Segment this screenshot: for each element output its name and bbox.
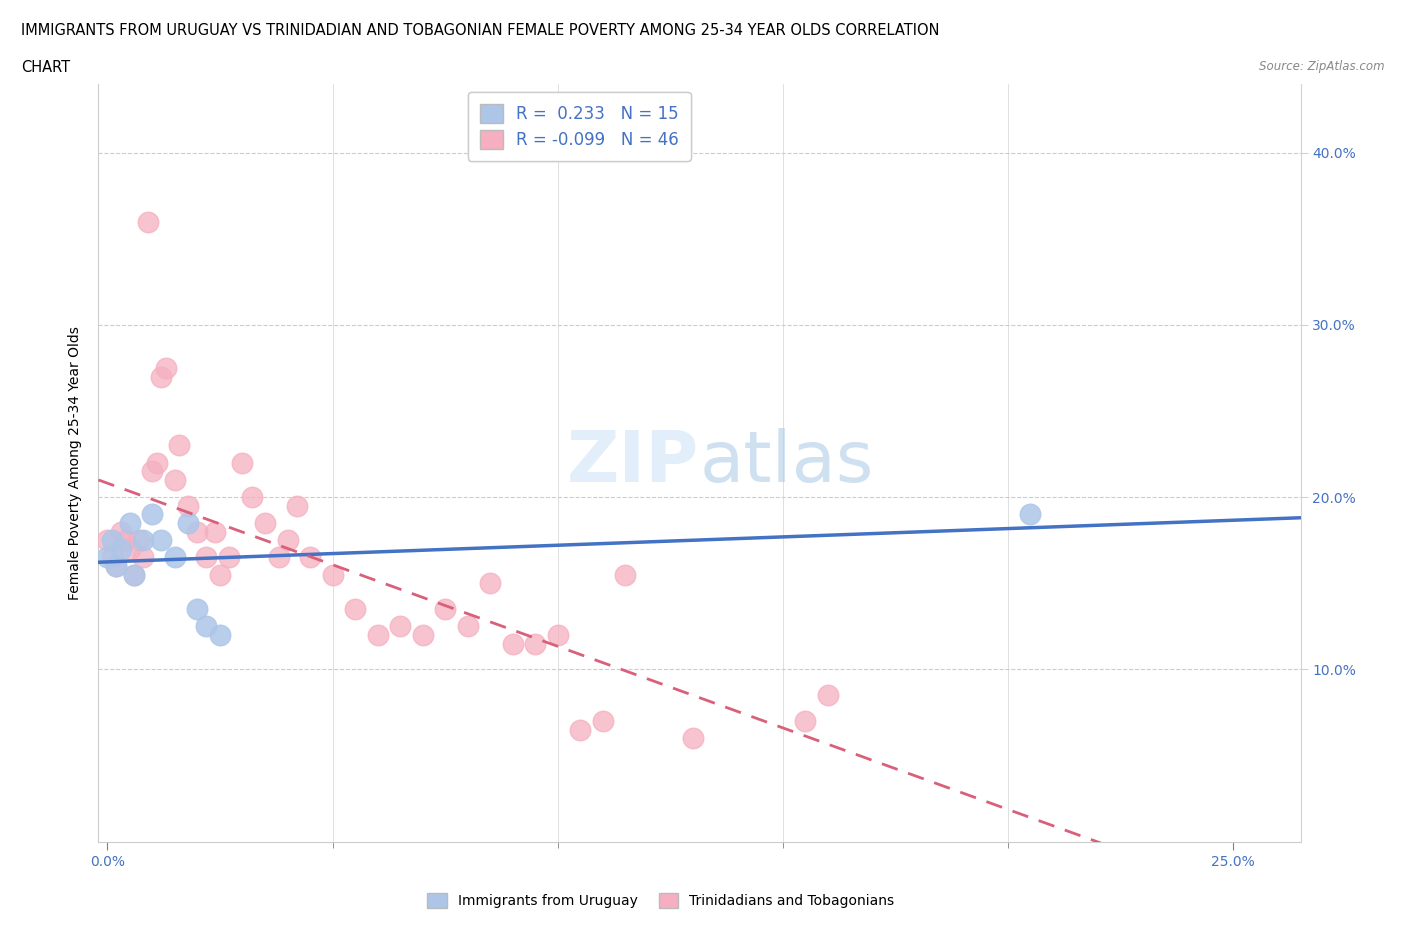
Point <box>592 713 614 728</box>
Point <box>218 550 240 565</box>
Point <box>155 361 177 376</box>
Point <box>817 688 839 703</box>
Point <box>186 602 208 617</box>
Point <box>163 550 186 565</box>
Text: IMMIGRANTS FROM URUGUAY VS TRINIDADIAN AND TOBAGONIAN FEMALE POVERTY AMONG 25-34: IMMIGRANTS FROM URUGUAY VS TRINIDADIAN A… <box>21 23 939 38</box>
Point <box>105 559 128 574</box>
Point <box>124 567 146 582</box>
Point <box>186 525 208 539</box>
Point <box>118 541 141 556</box>
Y-axis label: Female Poverty Among 25-34 Year Olds: Female Poverty Among 25-34 Year Olds <box>69 326 83 600</box>
Point <box>457 618 479 633</box>
Point <box>367 628 389 643</box>
Point <box>128 533 150 548</box>
Point <box>322 567 344 582</box>
Point <box>110 541 132 556</box>
Point <box>1019 507 1042 522</box>
Point <box>114 533 136 548</box>
Point <box>208 567 231 582</box>
Legend: R =  0.233   N = 15, R = -0.099   N = 46: R = 0.233 N = 15, R = -0.099 N = 46 <box>468 92 690 161</box>
Point <box>163 472 186 487</box>
Point <box>177 498 200 513</box>
Point <box>177 515 200 530</box>
Point <box>132 550 155 565</box>
Point <box>502 636 524 651</box>
Point <box>682 731 704 746</box>
Point <box>389 618 412 633</box>
Point <box>169 438 191 453</box>
Point <box>547 628 569 643</box>
Point <box>794 713 817 728</box>
Point <box>208 628 231 643</box>
Point <box>96 550 118 565</box>
Point <box>614 567 637 582</box>
Point <box>150 533 173 548</box>
Text: atlas: atlas <box>700 428 875 498</box>
Point <box>253 515 276 530</box>
Point <box>105 559 128 574</box>
Point <box>101 550 124 565</box>
Point <box>231 456 253 471</box>
Point <box>240 490 263 505</box>
Point <box>434 602 457 617</box>
Point <box>344 602 367 617</box>
Point <box>479 576 502 591</box>
Point <box>118 515 141 530</box>
Point <box>124 567 146 582</box>
Point <box>276 533 298 548</box>
Point <box>150 369 173 384</box>
Point <box>110 525 132 539</box>
Legend: Immigrants from Uruguay, Trinidadians and Tobagonians: Immigrants from Uruguay, Trinidadians an… <box>422 888 900 914</box>
Point <box>141 507 163 522</box>
Point <box>132 533 155 548</box>
Point <box>96 533 118 548</box>
Point <box>146 456 169 471</box>
Point <box>141 464 163 479</box>
Text: ZIP: ZIP <box>567 428 700 498</box>
Point <box>136 214 159 229</box>
Point <box>101 533 124 548</box>
Text: Source: ZipAtlas.com: Source: ZipAtlas.com <box>1260 60 1385 73</box>
Text: CHART: CHART <box>21 60 70 75</box>
Point <box>412 628 434 643</box>
Point <box>285 498 308 513</box>
Point <box>204 525 226 539</box>
Point <box>299 550 322 565</box>
Point <box>195 618 218 633</box>
Point <box>569 723 592 737</box>
Point <box>267 550 290 565</box>
Point <box>524 636 547 651</box>
Point <box>195 550 218 565</box>
